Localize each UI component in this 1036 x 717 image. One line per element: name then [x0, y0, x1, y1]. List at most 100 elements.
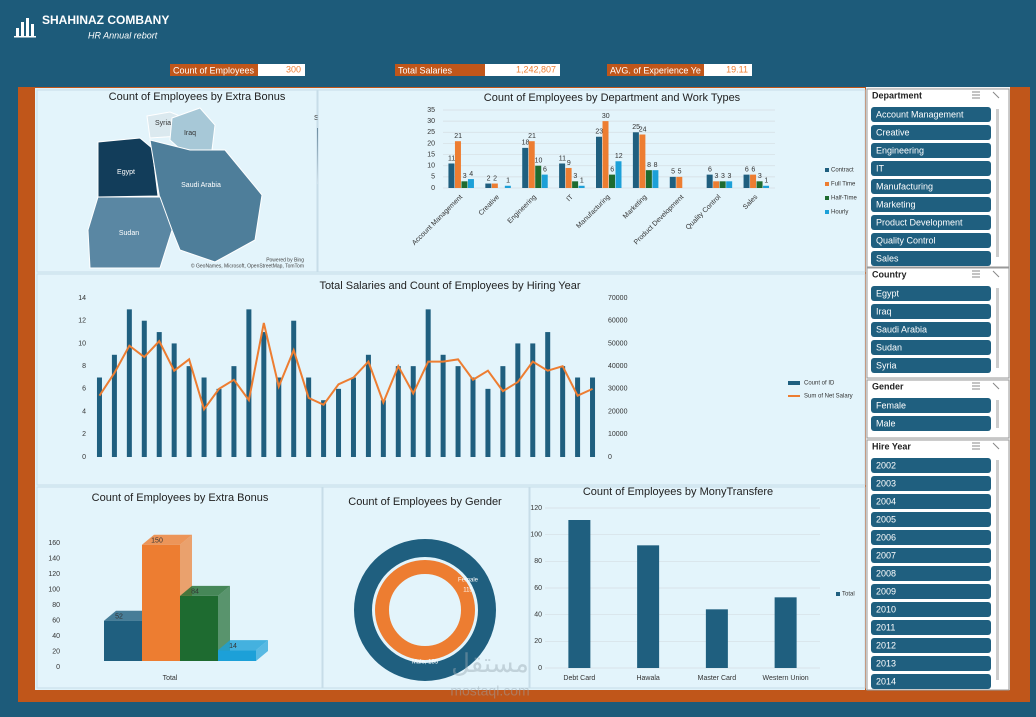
logo — [14, 18, 36, 38]
slicer-item[interactable] — [871, 161, 991, 176]
slicer-item[interactable] — [871, 286, 991, 301]
slicer-item[interactable] — [871, 233, 991, 248]
slicer-item[interactable] — [871, 530, 991, 545]
slicer-item[interactable] — [871, 674, 991, 689]
bar — [126, 309, 132, 457]
data-label: 6 — [610, 166, 614, 173]
donut-ring — [354, 539, 496, 681]
slicer-item[interactable] — [871, 107, 991, 122]
legend-label: Sum of Net Salary — [804, 394, 853, 400]
y-tick-label: 4 — [82, 408, 86, 415]
slicer-item-label[interactable]: Syria — [876, 360, 897, 370]
x-tick-label: Total — [163, 675, 178, 682]
slicer-item-label[interactable]: Egypt — [876, 288, 900, 298]
country-label: Saudi Arabia — [181, 182, 221, 189]
slicer-item[interactable] — [871, 179, 991, 194]
slicer-item-label[interactable]: Marketing — [876, 199, 916, 209]
slicer-item[interactable] — [871, 358, 991, 373]
bar — [261, 332, 267, 457]
y-tick-label: 2 — [82, 431, 86, 438]
slicer-item-label[interactable]: Account Management — [876, 109, 964, 119]
y2-tick-label: 50000 — [608, 340, 628, 347]
slicer-item[interactable] — [871, 197, 991, 212]
slicer-item-label[interactable]: Male — [876, 418, 896, 428]
bar — [632, 132, 639, 188]
slicer-item-label[interactable]: Creative — [876, 127, 910, 137]
slicer-item-label[interactable]: 2003 — [876, 478, 896, 488]
bar — [410, 366, 416, 457]
bar — [350, 377, 356, 457]
y-tick-label: 0 — [56, 664, 60, 671]
slicer-item-label[interactable]: Female — [876, 400, 906, 410]
chart-title: Count of Employees by Extra Bonus — [92, 492, 269, 504]
slicer-item-label[interactable]: Saudi Arabia — [876, 324, 927, 334]
bar — [528, 141, 535, 188]
bar — [306, 377, 312, 457]
slicer-item-label[interactable]: 2008 — [876, 568, 896, 578]
slicer-item-label[interactable]: 2011 — [876, 622, 895, 632]
slicer-item-label[interactable]: 2014 — [876, 676, 896, 686]
y2-tick-label: 0 — [608, 454, 612, 461]
slicer-item-label[interactable]: IT — [876, 163, 885, 173]
bar — [455, 366, 461, 457]
slicer-item[interactable] — [871, 548, 991, 563]
slicer-item[interactable] — [871, 584, 991, 599]
country-shape — [97, 137, 159, 198]
x-tick-label: Master Card — [698, 675, 737, 682]
slicer-item[interactable] — [871, 143, 991, 158]
bar — [425, 309, 431, 457]
slicer-item[interactable] — [871, 602, 991, 617]
slicer-item-label[interactable]: Quality Control — [876, 235, 936, 245]
slicer-item[interactable] — [871, 566, 991, 581]
slicer-item[interactable] — [871, 125, 991, 140]
slicer-item[interactable] — [871, 476, 991, 491]
slicer-item-label[interactable]: 2010 — [876, 604, 896, 614]
slicer-item-label[interactable]: Sales — [876, 253, 899, 263]
slicer-item[interactable] — [871, 494, 991, 509]
bar — [572, 181, 579, 188]
slicer-item-label[interactable]: 2013 — [876, 658, 896, 668]
legend-swatch — [825, 196, 829, 200]
y2-tick-label: 40000 — [608, 363, 628, 370]
y-tick-label: 40 — [534, 612, 542, 619]
slicer-item-label[interactable]: Manufacturing — [876, 181, 933, 191]
slicer-item-label[interactable]: 2009 — [876, 586, 896, 596]
slicer-item[interactable] — [871, 304, 991, 319]
slicer-item[interactable] — [871, 251, 991, 266]
slicer-item[interactable] — [871, 458, 991, 473]
bar — [535, 165, 542, 188]
kpi-label-box — [607, 64, 704, 76]
y-tick-label: 120 — [48, 571, 60, 578]
slicer-item-label[interactable]: 2006 — [876, 532, 896, 542]
bar — [602, 121, 609, 188]
slicer-item[interactable] — [871, 215, 991, 230]
bar-side — [218, 585, 230, 661]
bar — [380, 400, 386, 457]
slicer-item-label[interactable]: 2004 — [876, 496, 896, 506]
bar — [652, 170, 659, 188]
y-tick-label: 120 — [530, 505, 542, 512]
slicer-item-label[interactable]: 2005 — [876, 514, 896, 524]
slicer-item-label[interactable]: 2007 — [876, 550, 896, 560]
slicer-item-label[interactable]: 2002 — [876, 460, 896, 470]
slicer-item-label[interactable]: Sudan — [876, 342, 902, 352]
slicer-item[interactable] — [871, 322, 991, 337]
legend-swatch — [825, 168, 829, 172]
slicer-item-label[interactable]: Product Development — [876, 217, 963, 227]
slicer-item[interactable] — [871, 340, 991, 355]
slicer-item-label[interactable]: Engineering — [876, 145, 924, 155]
slicer-item-label[interactable]: Iraq — [876, 306, 892, 316]
slicer-item[interactable] — [871, 656, 991, 671]
slicer-item[interactable] — [871, 512, 991, 527]
bar — [448, 163, 455, 188]
slicer-item[interactable] — [871, 638, 991, 653]
bar-top — [218, 640, 268, 651]
slicer-item[interactable] — [871, 398, 991, 413]
slicer-item[interactable] — [871, 416, 991, 431]
slicer-item-label[interactable]: 2012 — [876, 640, 896, 650]
slicer-item[interactable] — [871, 620, 991, 635]
kpi-value-box — [704, 64, 752, 76]
y-tick-label: 20 — [534, 638, 542, 645]
bar — [454, 141, 461, 188]
chart-title: Count of Employees by MonyTransfere — [583, 486, 773, 498]
